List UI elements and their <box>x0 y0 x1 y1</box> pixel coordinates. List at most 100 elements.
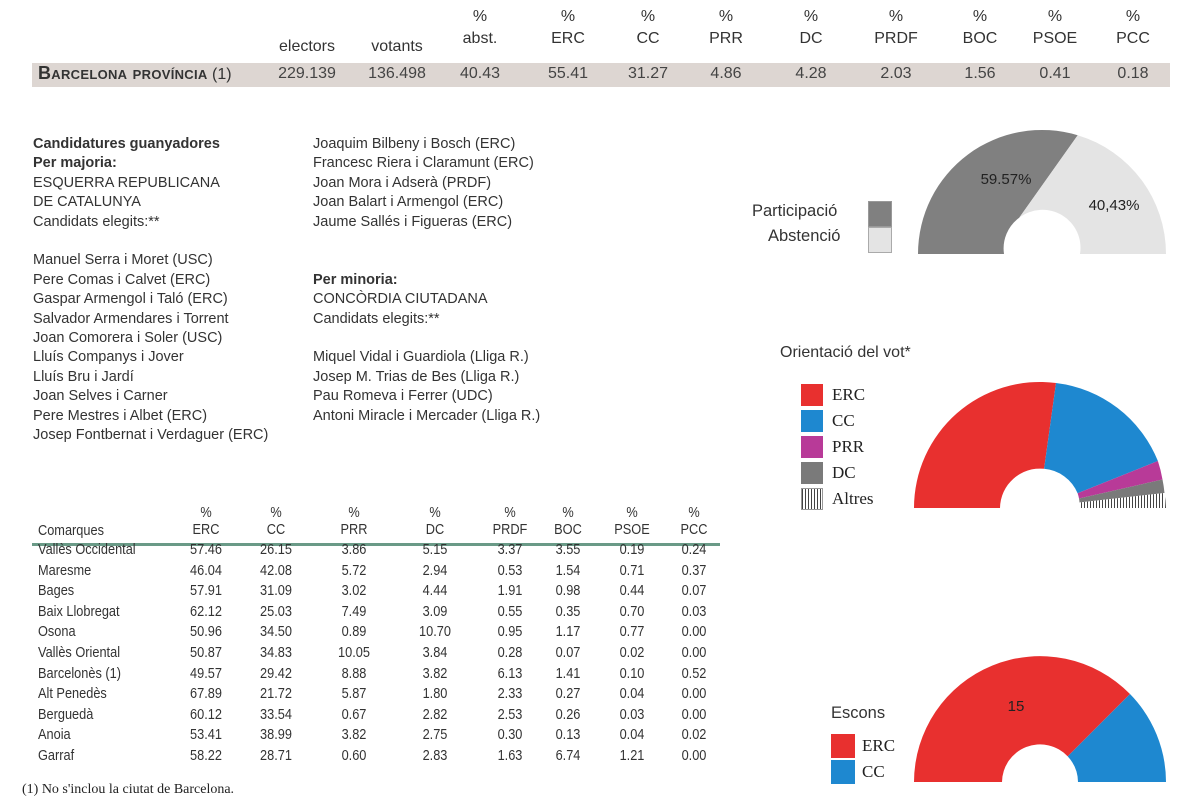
table-cell-erc: 57.91 <box>190 583 222 600</box>
table-cell-cc: 26.15 <box>260 542 292 558</box>
legend-altres-label: Altres <box>832 489 874 508</box>
seats-chart: 15 <box>914 656 1166 782</box>
legend-prr-label: PRR <box>832 437 865 456</box>
value-prr: 4.86 <box>710 65 742 82</box>
elected-label: Candidats elegits:** <box>33 213 160 230</box>
table-cell-prr: 0.89 <box>341 624 367 641</box>
comarca-name: Garraf <box>38 748 75 764</box>
table-cell-boc: 3.55 <box>555 542 581 558</box>
value-psoe: 0.41 <box>1039 65 1071 82</box>
table-cell-boc: 0.13 <box>555 727 581 744</box>
comarca-name: Vallès Oriental <box>38 645 121 661</box>
list-item: Lluís Companys i Jover <box>33 349 184 366</box>
list-item: Gaspar Armengol i Taló (ERC) <box>33 291 228 308</box>
table-cell-prr: 3.82 <box>341 727 367 744</box>
table-cell-cc: 21.72 <box>260 686 292 703</box>
table-cell-prr: 0.60 <box>341 748 367 764</box>
header-cc: % CC <box>636 8 660 47</box>
legend-participacio-swatch <box>868 201 892 227</box>
table-cell-pcc: 0.00 <box>681 624 707 641</box>
comarques-header-boc: % BOC <box>554 505 582 538</box>
vote-slice-erc <box>914 381 1056 508</box>
list-item: Pau Romeva i Ferrer (UDC) <box>313 388 493 405</box>
table-cell-dc: 3.84 <box>422 645 448 661</box>
table-cell-dc: 1.80 <box>422 686 448 703</box>
table-cell-pcc: 0.07 <box>681 583 707 600</box>
comarca-name: Barcelonès (1) <box>38 665 121 682</box>
table-cell-erc: 57.46 <box>190 542 222 558</box>
table-cell-pcc: 0.52 <box>681 665 707 682</box>
value-boc: 1.56 <box>964 65 996 82</box>
table-cell-cc: 31.09 <box>260 583 292 600</box>
comarca-name: Berguedà <box>38 706 94 723</box>
value-cc: 31.27 <box>627 65 669 82</box>
minority-label: Per minoria: <box>313 271 398 288</box>
table-cell-boc: 0.07 <box>555 645 581 661</box>
province-name: Barcelona província (1) <box>38 63 232 83</box>
table-cell-pcc: 0.00 <box>681 706 707 723</box>
table-cell-pcc: 0.03 <box>681 603 707 620</box>
table-cell-cc: 38.99 <box>260 727 292 744</box>
table-cell-psoe: 0.70 <box>619 603 645 620</box>
comarques-header-pcc: % PCC <box>680 505 708 538</box>
majority-label: Per majoria: <box>33 155 117 172</box>
minority-party: CONCÒRDIA CIUTADANA <box>313 291 488 308</box>
comarca-name: Baix Llobregat <box>38 603 120 620</box>
legend-cc-label: CC <box>832 411 855 430</box>
table-cell-boc: 6.74 <box>555 748 581 764</box>
comarques-header-prdf: % PRDF <box>492 505 528 538</box>
majority-party-cont: DE CATALUNYA <box>33 194 141 211</box>
table-row: Berguedà 60.12 33.54 0.67 2.82 2.53 0.26 0.03 0.… <box>32 707 732 728</box>
table-cell-prdf: 2.53 <box>497 706 523 723</box>
table-cell-erc: 49.57 <box>190 665 222 682</box>
table-cell-dc: 2.94 <box>422 562 448 579</box>
table-cell-boc: 0.35 <box>555 603 581 620</box>
table-cell-erc: 50.96 <box>190 624 222 641</box>
legend-dc-label: DC <box>832 463 856 482</box>
table-cell-prr: 3.86 <box>341 542 367 558</box>
table-cell-cc: 25.03 <box>260 603 292 620</box>
seats-slice-erc <box>914 656 1130 782</box>
table-cell-prdf: 0.30 <box>497 727 523 744</box>
table-cell-erc: 67.89 <box>190 686 222 703</box>
table-cell-pcc: 0.37 <box>681 562 707 579</box>
table-cell-psoe: 0.02 <box>619 645 645 661</box>
table-cell-erc: 50.87 <box>190 645 222 661</box>
table-cell-pcc: 0.02 <box>681 727 707 744</box>
header-dc: % DC <box>799 8 823 47</box>
value-erc: 55.41 <box>547 65 589 82</box>
list-item: Joan Balart i Armengol (ERC) <box>313 194 504 211</box>
value-prdf: 2.03 <box>880 65 912 82</box>
header-prdf: % PRDF <box>874 8 918 47</box>
table-cell-psoe: 0.44 <box>619 583 645 600</box>
header-prr: % PRR <box>709 8 743 47</box>
participation-slice <box>918 129 1078 254</box>
table-cell-prdf: 0.28 <box>497 645 523 661</box>
table-cell-cc: 34.50 <box>260 624 292 641</box>
table-cell-boc: 0.26 <box>555 706 581 723</box>
abstention-value: 40,43% <box>1089 197 1140 214</box>
footnote: (1) No s'inclou la ciutat de Barcelona. <box>22 782 235 797</box>
table-header-rule <box>32 543 720 546</box>
table-cell-prr: 8.88 <box>341 665 367 682</box>
legend-erc-label: ERC <box>832 385 866 404</box>
participation-chart: 59.57% 40,43% <box>918 129 1166 254</box>
vote-title: Orientació del vot* <box>780 344 911 361</box>
table-cell-pcc: 0.00 <box>681 686 707 703</box>
header-electors: electors <box>278 38 336 55</box>
header-boc: % BOC <box>962 8 998 47</box>
vote-slice-cc <box>1044 383 1158 494</box>
seats-legend-erc-swatch <box>831 734 855 758</box>
list-item: Pere Comas i Calvet (ERC) <box>33 271 211 288</box>
list-item: Joan Mora i Adserà (PRDF) <box>313 174 492 191</box>
table-cell-dc: 2.83 <box>422 748 448 764</box>
list-item: Francesc Riera i Claramunt (ERC) <box>313 155 534 172</box>
table-cell-boc: 1.17 <box>555 624 581 641</box>
legend-abstencio-swatch <box>868 227 892 253</box>
list-item: Salvador Armendares i Torrent <box>33 310 229 327</box>
table-cell-dc: 3.82 <box>422 665 448 682</box>
seats-legend-cc-swatch <box>831 760 855 784</box>
table-cell-psoe: 0.77 <box>619 624 645 641</box>
table-row: Barcelonès (1) 49.57 29.42 8.88 3.82 6.13 1.41… <box>32 666 732 687</box>
table-cell-boc: 1.54 <box>555 562 581 579</box>
